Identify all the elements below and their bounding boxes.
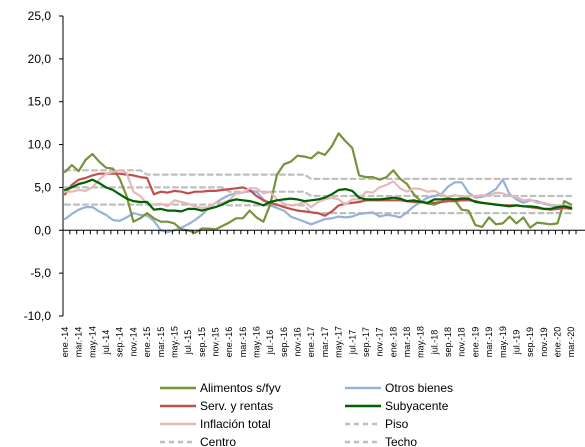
x-tick-label: may.-16 bbox=[252, 326, 262, 358]
y-tick-label: 25,0 bbox=[28, 9, 52, 23]
series-line-7 bbox=[63, 169, 573, 180]
x-tick-label: mar.-19 bbox=[484, 327, 494, 358]
y-tick-label: 0,0 bbox=[34, 223, 51, 237]
legend-item: Inflación total bbox=[160, 417, 271, 431]
series-line-2 bbox=[63, 172, 573, 217]
legend-label: Techo bbox=[385, 435, 417, 447]
y-tick-label: -10,0 bbox=[24, 309, 52, 323]
x-tick-label: nov.-15 bbox=[210, 327, 220, 356]
legend-item: Techo bbox=[345, 435, 417, 447]
x-tick-label: mar.-14 bbox=[74, 327, 84, 358]
legend-item: Otros bienes bbox=[345, 381, 453, 395]
x-tick-label: jul.-16 bbox=[265, 330, 275, 356]
x-tick-label: ene.-19 bbox=[470, 327, 480, 358]
x-tick-label: ene.-18 bbox=[388, 327, 398, 358]
legend-label: Otros bienes bbox=[385, 381, 453, 395]
y-tick-label: 10,0 bbox=[28, 138, 52, 152]
x-tick-label: sep.-14 bbox=[115, 327, 125, 357]
legend-label: Piso bbox=[385, 417, 409, 431]
x-tick-label: mar.-16 bbox=[238, 327, 248, 358]
x-tick-label: jul.-18 bbox=[429, 330, 439, 356]
x-tick-label: mar.-17 bbox=[320, 327, 330, 358]
legend-item: Centro bbox=[160, 435, 236, 447]
x-tick-label: nov.-19 bbox=[539, 327, 549, 356]
legend-label: Serv. y rentas bbox=[200, 399, 273, 413]
x-tick-label: jul.-15 bbox=[183, 330, 193, 356]
y-tick-label: 15,0 bbox=[28, 95, 52, 109]
series-line-3 bbox=[63, 178, 573, 213]
x-tick-label: may.-19 bbox=[498, 326, 508, 358]
x-tick-label: nov.-17 bbox=[375, 327, 385, 356]
x-tick-label: may.-18 bbox=[416, 326, 426, 358]
legend: Alimentos s/fyv Otros bienes Serv. y renta… bbox=[160, 381, 453, 447]
y-tick-label: 20,0 bbox=[28, 52, 52, 66]
legend-item: Alimentos s/fyv bbox=[160, 381, 281, 395]
x-tick-label: ene.-15 bbox=[142, 327, 152, 358]
x-tick-label: ene.-17 bbox=[306, 327, 316, 358]
x-tick-label: sep.-18 bbox=[443, 327, 453, 357]
x-tick-label: may.-17 bbox=[334, 326, 344, 358]
x-tick-label: ene.-14 bbox=[60, 327, 70, 358]
legend-label: Inflación total bbox=[200, 417, 271, 431]
plot-lines bbox=[63, 132, 573, 234]
x-tick-label: sep.-15 bbox=[197, 327, 207, 357]
x-tick-label: mar.-20 bbox=[566, 327, 576, 358]
x-tick-label: ene.-16 bbox=[224, 327, 234, 358]
x-tick-label: may.-14 bbox=[87, 326, 97, 358]
x-tick-label: sep.-16 bbox=[279, 327, 289, 357]
y-tick-label: 5,0 bbox=[34, 180, 51, 194]
legend-item: Serv. y rentas bbox=[160, 399, 273, 413]
x-tick-label: jul.-14 bbox=[101, 330, 111, 356]
axes: 25,0 20,0 15,0 10,0 5,0 0,0 -5,0 -10,0 ene.-14 ma… bbox=[24, 9, 585, 358]
series-line-1 bbox=[63, 178, 573, 234]
legend-item: Subyacente bbox=[345, 399, 449, 413]
series-line-5 bbox=[63, 203, 573, 215]
legend-label: Centro bbox=[200, 435, 236, 447]
x-tick-label: ene.-20 bbox=[552, 327, 562, 358]
legend-item: Piso bbox=[345, 417, 409, 431]
legend-label: Alimentos s/fyv bbox=[200, 381, 281, 395]
series-line-0 bbox=[63, 132, 573, 234]
x-tick-label: may.-15 bbox=[169, 326, 179, 358]
x-tick-label: jul.-19 bbox=[511, 330, 521, 356]
legend-label: Subyacente bbox=[385, 399, 449, 413]
x-tick-label: mar.-18 bbox=[402, 327, 412, 358]
x-tick-label: nov.-14 bbox=[128, 327, 138, 356]
x-tick-label: jul.-17 bbox=[347, 330, 357, 356]
y-tick-label: -5,0 bbox=[30, 266, 51, 280]
x-tick-label: nov.-16 bbox=[293, 327, 303, 356]
x-tick-label: sep.-17 bbox=[361, 327, 371, 357]
x-tick-label: mar.-15 bbox=[156, 327, 166, 358]
x-tick-label: nov.-18 bbox=[457, 327, 467, 356]
x-tick-label: sep.-19 bbox=[525, 327, 535, 357]
